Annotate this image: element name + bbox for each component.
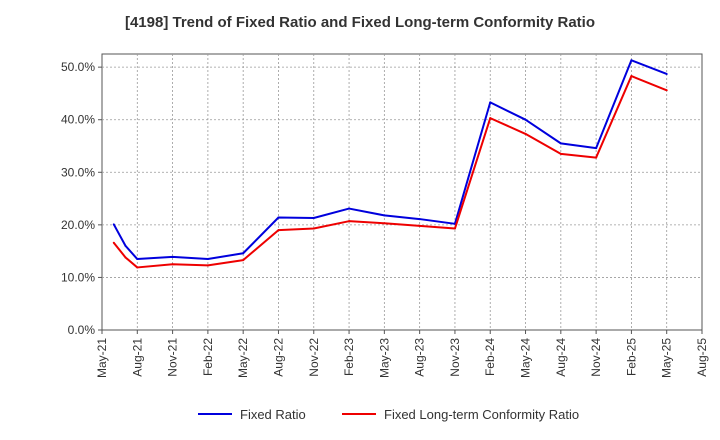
x-tick-label: Nov-24: [589, 338, 603, 377]
data-point: [206, 264, 209, 267]
data-point: [524, 118, 527, 121]
data-point: [489, 101, 492, 104]
x-tick-label: Nov-22: [307, 338, 321, 377]
data-point: [418, 224, 421, 227]
legend-label: Fixed Ratio: [240, 407, 306, 422]
data-point: [124, 244, 127, 247]
x-tick-label: Feb-25: [624, 338, 638, 376]
y-tick-label: 50.0%: [61, 60, 95, 74]
y-tick-label: 10.0%: [61, 270, 95, 284]
data-point: [124, 256, 127, 259]
x-tick-label: Nov-23: [448, 338, 462, 377]
data-point: [418, 218, 421, 221]
data-point: [559, 152, 562, 155]
data-point: [112, 241, 115, 244]
data-point: [524, 132, 527, 135]
y-tick-label: 30.0%: [61, 165, 95, 179]
data-point: [383, 214, 386, 217]
x-tick-label: May-25: [660, 338, 674, 378]
data-point: [136, 266, 139, 269]
x-tick-label: May-23: [377, 338, 391, 378]
data-point: [242, 252, 245, 255]
data-point: [348, 207, 351, 210]
x-tick-label: Feb-22: [201, 338, 215, 376]
data-point: [595, 147, 598, 150]
x-tick-label: May-24: [519, 338, 533, 378]
data-point: [383, 222, 386, 225]
x-tick-label: May-21: [95, 338, 109, 378]
legend-label: Fixed Long-term Conformity Ratio: [384, 407, 579, 422]
data-point: [136, 258, 139, 261]
x-tick-label: Aug-22: [271, 338, 285, 377]
data-point: [277, 229, 280, 232]
x-tick-label: Aug-25: [695, 338, 709, 377]
x-tick-label: Aug-21: [130, 338, 144, 377]
x-tick-label: Feb-24: [483, 338, 497, 376]
data-point: [348, 220, 351, 223]
axis-layer: May-21 Aug-21 Nov-21 Feb-22 May-22 Aug-22 Nov-…: [61, 60, 709, 378]
data-point: [242, 259, 245, 262]
data-point: [595, 156, 598, 159]
y-tick-label: 40.0%: [61, 113, 95, 127]
data-point: [453, 227, 456, 230]
data-point: [630, 59, 633, 62]
y-tick-label: 20.0%: [61, 218, 95, 232]
plot-frame: [101, 53, 703, 331]
chart-title: [4198] Trend of Fixed Ratio and Fixed Lo…: [124, 14, 596, 31]
x-tick-label: May-22: [236, 338, 250, 378]
data-point: [665, 72, 668, 75]
data-point: [112, 223, 115, 226]
y-tick-label: 0.0%: [68, 323, 96, 337]
data-point: [171, 255, 174, 258]
series-line-1: [112, 59, 668, 261]
x-tick-label: Aug-23: [413, 338, 427, 377]
data-point: [630, 75, 633, 78]
data-point: [206, 258, 209, 261]
grid-layer: [101, 53, 703, 331]
data-point: [171, 263, 174, 266]
x-tick-label: Aug-24: [554, 338, 568, 377]
data-point: [665, 89, 668, 92]
series-layer: [112, 59, 668, 269]
series-line-2: [112, 75, 668, 269]
x-tick-label: Nov-21: [166, 338, 180, 377]
data-point: [489, 117, 492, 120]
data-point: [277, 216, 280, 219]
data-point: [312, 217, 315, 220]
x-tick-label: Feb-23: [342, 338, 356, 376]
legend: Fixed Ratio Fixed Long-term Conformity Ra…: [198, 407, 579, 422]
data-point: [312, 227, 315, 230]
data-point: [559, 142, 562, 145]
